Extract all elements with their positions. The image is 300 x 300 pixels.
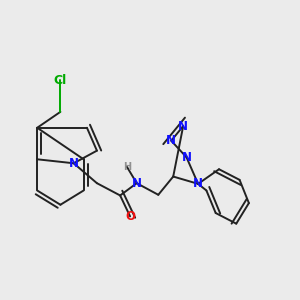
Text: N: N [178,120,188,133]
Text: N: N [132,177,142,190]
Text: Cl: Cl [54,74,67,87]
Text: H: H [123,162,131,172]
Text: O: O [125,210,135,223]
Text: N: N [166,134,176,147]
Text: N: N [182,151,191,164]
Text: N: N [69,157,79,170]
Text: N: N [193,177,203,190]
